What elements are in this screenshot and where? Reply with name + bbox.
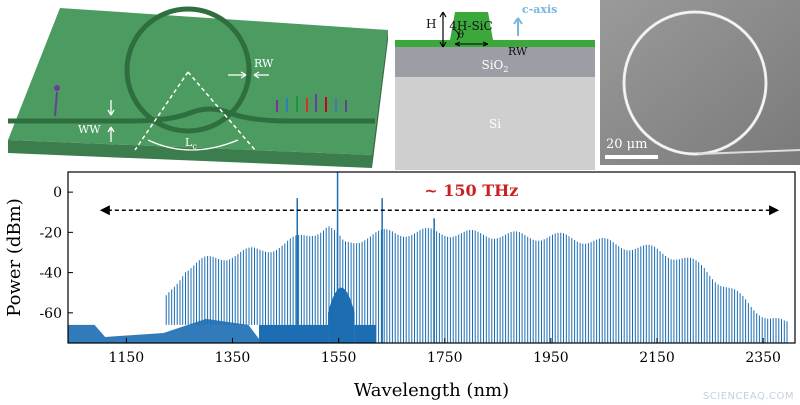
si-substrate (395, 77, 595, 170)
comb-lines (165, 226, 788, 343)
lc-label: L (185, 136, 193, 149)
plot-frame (67, 171, 796, 344)
chip-front-face (8, 140, 372, 168)
y-tick-label: 0 (53, 185, 62, 201)
sem-image: 20 μm (600, 0, 800, 165)
ring-resonator (124, 6, 252, 134)
rw-label: RW (254, 57, 274, 70)
noise-floor-mid (259, 324, 329, 343)
height-arrow (439, 11, 447, 48)
scale-bar-label: 20 μm (606, 137, 647, 152)
x-tick-label: 1150 (109, 350, 145, 366)
rw-arrows (228, 71, 269, 79)
sio2-subscript: 2 (503, 65, 508, 74)
x-axis-label: Wavelength (nm) (354, 380, 509, 401)
theta-label: θ (458, 30, 464, 41)
theta-arc (454, 29, 460, 41)
x-tick-label: 2150 (639, 350, 675, 366)
height-label: H (426, 17, 436, 31)
watermark: SCIENCEAQ.COM (702, 391, 794, 402)
x-tick-label: 1950 (533, 350, 569, 366)
device-schematic: RW WW Lc (0, 0, 390, 170)
coupling-length-arc (147, 139, 239, 151)
svg-text:Lc: Lc (185, 136, 197, 151)
y-tick-label: -60 (39, 306, 62, 322)
rw-label: RW (508, 45, 528, 58)
ww-arrows (107, 100, 115, 142)
y-tick-label: -20 (39, 225, 62, 241)
coupling-angle-lines (134, 71, 256, 151)
sio2-layer (395, 47, 595, 77)
sic-slab (395, 40, 595, 47)
svg-text:SiO2: SiO2 (482, 58, 509, 74)
si-label: Si (489, 117, 501, 131)
c-axis-label: c-axis (522, 3, 557, 16)
x-tick-label: 1550 (321, 350, 357, 366)
lc-subscript: c (192, 142, 197, 151)
y-tick-label: -40 (39, 266, 62, 282)
chip-top-face (8, 8, 388, 155)
noise-floor-right (354, 324, 376, 343)
sem-bus-waveguide (697, 149, 800, 155)
x-tick-label: 1350 (215, 350, 251, 366)
sem-ring-edge (623, 11, 767, 155)
material-label: 4H-SiC (449, 19, 492, 33)
rw-width-arrow (454, 41, 489, 47)
input-pump-arrow (54, 85, 60, 117)
x-tick-label: 2350 (745, 350, 781, 366)
range-annotation: ~ 150 THz (424, 181, 518, 200)
c-axis-arrow (513, 17, 523, 36)
x-tick-label: 1750 (427, 350, 463, 366)
ww-label: WW (78, 123, 101, 136)
range-arrow-right-head (769, 205, 780, 216)
sio2-label: SiO (482, 58, 504, 72)
cross-section-diagram: 4H-SiC H θ RW c-axis SiO2 Si (395, 0, 595, 170)
chip-side-face (372, 30, 388, 168)
spectrum-chart: 1150 1350 1550 1750 1950 2150 2350 0 -20 -40 -60 ~… (0, 170, 800, 405)
bus-waveguide (8, 106, 375, 124)
output-comb-arrows (276, 94, 347, 112)
range-arrow-left-head (99, 205, 110, 216)
y-axis-label: Power (dBm) (4, 198, 25, 316)
sic-ridge (450, 12, 493, 40)
noise-floor-left (68, 318, 260, 343)
scale-bar (605, 155, 658, 159)
